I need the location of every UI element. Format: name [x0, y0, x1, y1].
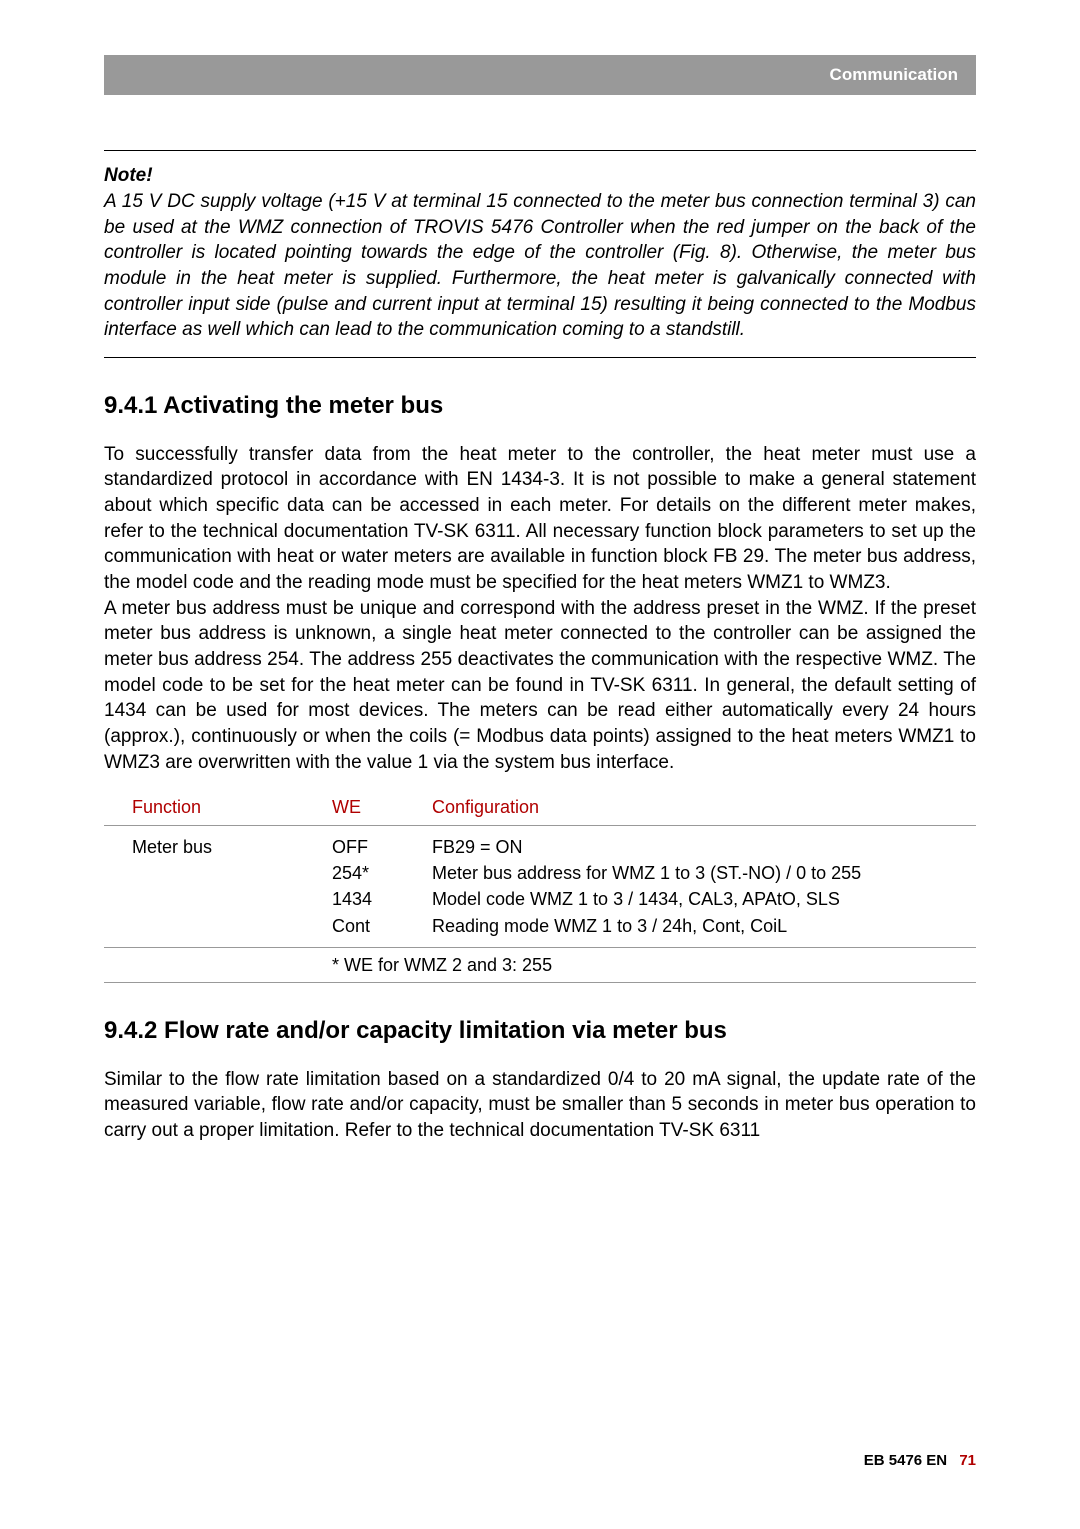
header-bar: Communication — [104, 55, 976, 95]
table-footnote: * WE for WMZ 2 and 3: 255 — [332, 952, 948, 978]
note-text: A 15 V DC supply voltage (+15 V at termi… — [104, 189, 976, 343]
page-footer: EB 5476 EN 71 — [864, 1452, 976, 1469]
table-we-line: Cont — [332, 913, 432, 939]
table-config-line: Model code WMZ 1 to 3 / 1434, CAL3, APAt… — [432, 886, 948, 912]
note-label: Note! — [104, 165, 976, 187]
para-941-1: To successfully transfer data from the h… — [104, 442, 976, 596]
table-footnote-spacer — [132, 952, 332, 978]
table-we-line: 254* — [332, 860, 432, 886]
divider-after-note — [104, 357, 976, 358]
heading-941: 9.4.1 Activating the meter bus — [104, 392, 976, 420]
table-cell-config: FB29 = ON Meter bus address for WMZ 1 to… — [432, 834, 948, 938]
config-table: Function WE Configuration Meter bus OFF … — [104, 789, 976, 983]
para-941-2: A meter bus address must be unique and c… — [104, 596, 976, 775]
table-header-we: WE — [332, 794, 432, 820]
para-942: Similar to the flow rate limitation base… — [104, 1067, 976, 1144]
table-cell-function: Meter bus — [132, 834, 332, 938]
table-header-row: Function WE Configuration — [104, 789, 976, 826]
table-we-line: 1434 — [332, 886, 432, 912]
table-config-line: FB29 = ON — [432, 834, 948, 860]
footer-page-number: 71 — [959, 1452, 976, 1469]
heading-942: 9.4.2 Flow rate and/or capacity limitati… — [104, 1017, 976, 1045]
table-we-line: OFF — [332, 834, 432, 860]
table-row: Meter bus OFF 254* 1434 Cont FB29 = ON M… — [104, 826, 976, 947]
header-section-label: Communication — [830, 65, 958, 85]
table-header-function: Function — [132, 794, 332, 820]
divider-top — [104, 150, 976, 151]
note-block: Note! A 15 V DC supply voltage (+15 V at… — [104, 165, 976, 343]
table-header-config: Configuration — [432, 794, 948, 820]
table-footnote-row: * WE for WMZ 2 and 3: 255 — [104, 948, 976, 983]
table-config-line: Meter bus address for WMZ 1 to 3 (ST.-NO… — [432, 860, 948, 886]
footer-doc-id: EB 5476 EN — [864, 1452, 947, 1469]
page-content: Note! A 15 V DC supply voltage (+15 V at… — [104, 150, 976, 1144]
table-cell-we: OFF 254* 1434 Cont — [332, 834, 432, 938]
table-config-line: Reading mode WMZ 1 to 3 / 24h, Cont, Coi… — [432, 913, 948, 939]
